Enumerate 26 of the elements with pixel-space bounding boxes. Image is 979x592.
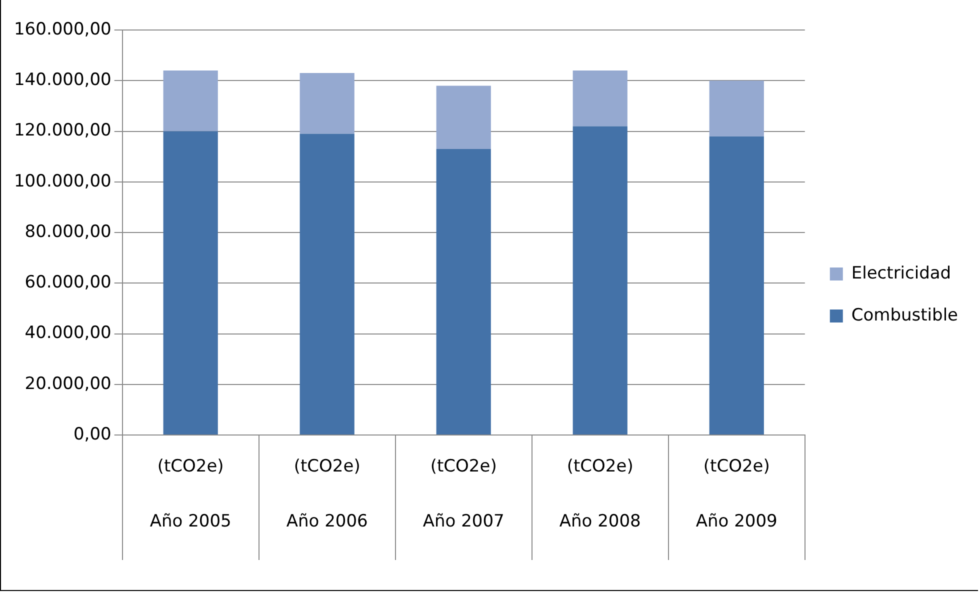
category-label: (tCO2e) Año 2007: [422, 456, 504, 532]
legend-label: Combustible: [851, 305, 958, 326]
category-label: (tCO2e) Año 2005: [150, 456, 232, 532]
y-tick-label: 160.000,00: [14, 19, 112, 40]
y-tick-label: 60.000,00: [24, 272, 112, 293]
bar: [709, 136, 764, 434]
bar: [572, 126, 628, 434]
bar: [436, 86, 491, 149]
bar: [709, 80, 764, 136]
y-tick-label: 80.000,00: [24, 222, 112, 242]
category-label: (tCO2e) Año 2006: [286, 456, 368, 532]
category-label: (tCO2e) Año 2009: [696, 456, 778, 532]
y-tick-label: 120.000,00: [14, 120, 112, 141]
category-label: (tCO2e) Año 2008: [559, 456, 641, 532]
bar: [163, 70, 218, 132]
bar: [572, 70, 628, 126]
y-tick-label: 100.000,00: [14, 171, 112, 192]
y-tick-label: 20.000,00: [24, 374, 112, 394]
legend-label: Electricidad: [851, 263, 952, 284]
bar: [163, 131, 218, 434]
y-tick-label: 140.000,00: [14, 70, 112, 90]
y-tick-label: 0,00: [73, 424, 112, 444]
bar: [300, 134, 354, 434]
y-tick-label: 40.000,00: [24, 323, 112, 344]
bar: [436, 148, 491, 434]
bar: [300, 73, 354, 134]
